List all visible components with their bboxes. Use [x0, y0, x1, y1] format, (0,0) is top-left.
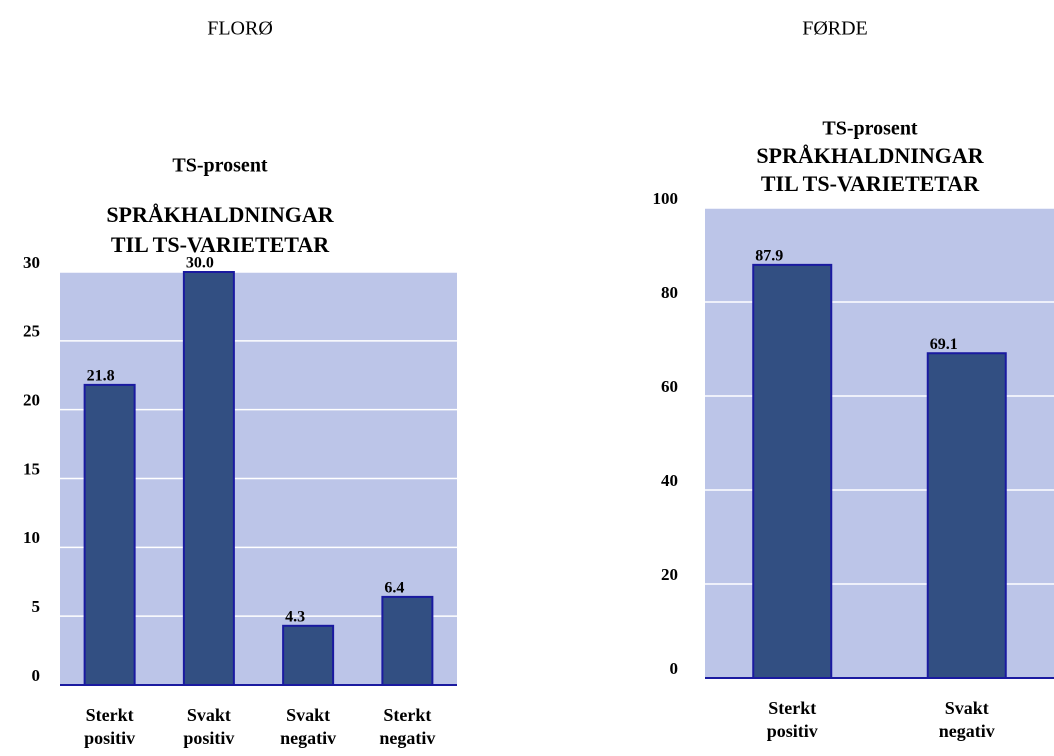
x-tick-label: Sterkt: [383, 705, 431, 725]
x-tick-label: negativ: [379, 728, 435, 748]
value-label: 30.0: [186, 255, 214, 272]
y-tick-label: 60: [661, 377, 678, 396]
bar: [282, 624, 335, 687]
chart-heading: FØRDE: [802, 18, 868, 40]
y-tick-label: 0: [670, 659, 679, 678]
value-label: 69.1: [930, 336, 958, 353]
value-label: 87.9: [755, 248, 783, 265]
y-tick-label: 10: [23, 528, 40, 547]
x-tick-label: Sterkt: [86, 705, 134, 725]
bar: [752, 263, 833, 679]
chart-heading: FLORØ: [207, 18, 273, 40]
x-tick-label: negativ: [939, 721, 995, 741]
y-tick-label: 15: [23, 459, 40, 478]
chart-title: SPRÅKHALDNINGAR: [106, 202, 334, 227]
y-tick-label: 25: [23, 322, 40, 341]
y-tick-label: 100: [653, 189, 679, 208]
x-tick-label: Svakt: [286, 705, 330, 725]
chart-title: TIL TS-VARIETETAR: [111, 232, 330, 257]
bar: [182, 271, 235, 686]
x-tick-label: negativ: [280, 728, 336, 748]
value-label: 6.4: [384, 580, 404, 597]
chart-title: TIL TS-VARIETETAR: [761, 171, 980, 196]
x-tick-label: positiv: [183, 728, 234, 748]
y-tick-label: 30: [23, 253, 40, 272]
x-tick-label: Sterkt: [768, 698, 816, 718]
bar: [83, 383, 136, 686]
y-tick-label: 20: [23, 391, 40, 410]
chart-subtitle: TS-prosent: [172, 155, 268, 177]
y-tick-label: 5: [32, 597, 41, 616]
bar: [926, 352, 1007, 679]
value-label: 21.8: [87, 368, 115, 385]
y-tick-label: 40: [661, 471, 678, 490]
y-tick-label: 80: [661, 283, 678, 302]
x-tick-label: positiv: [767, 721, 818, 741]
bar: [381, 595, 434, 686]
value-label: 4.3: [285, 608, 305, 625]
x-tick-label: positiv: [84, 728, 135, 748]
chart-subtitle: TS-prosent: [822, 118, 918, 140]
y-tick-label: 20: [661, 565, 678, 584]
y-tick-label: 0: [32, 666, 41, 685]
x-tick-label: Svakt: [945, 698, 989, 718]
chart-title: SPRÅKHALDNINGAR: [756, 143, 984, 168]
x-tick-label: Svakt: [187, 705, 231, 725]
